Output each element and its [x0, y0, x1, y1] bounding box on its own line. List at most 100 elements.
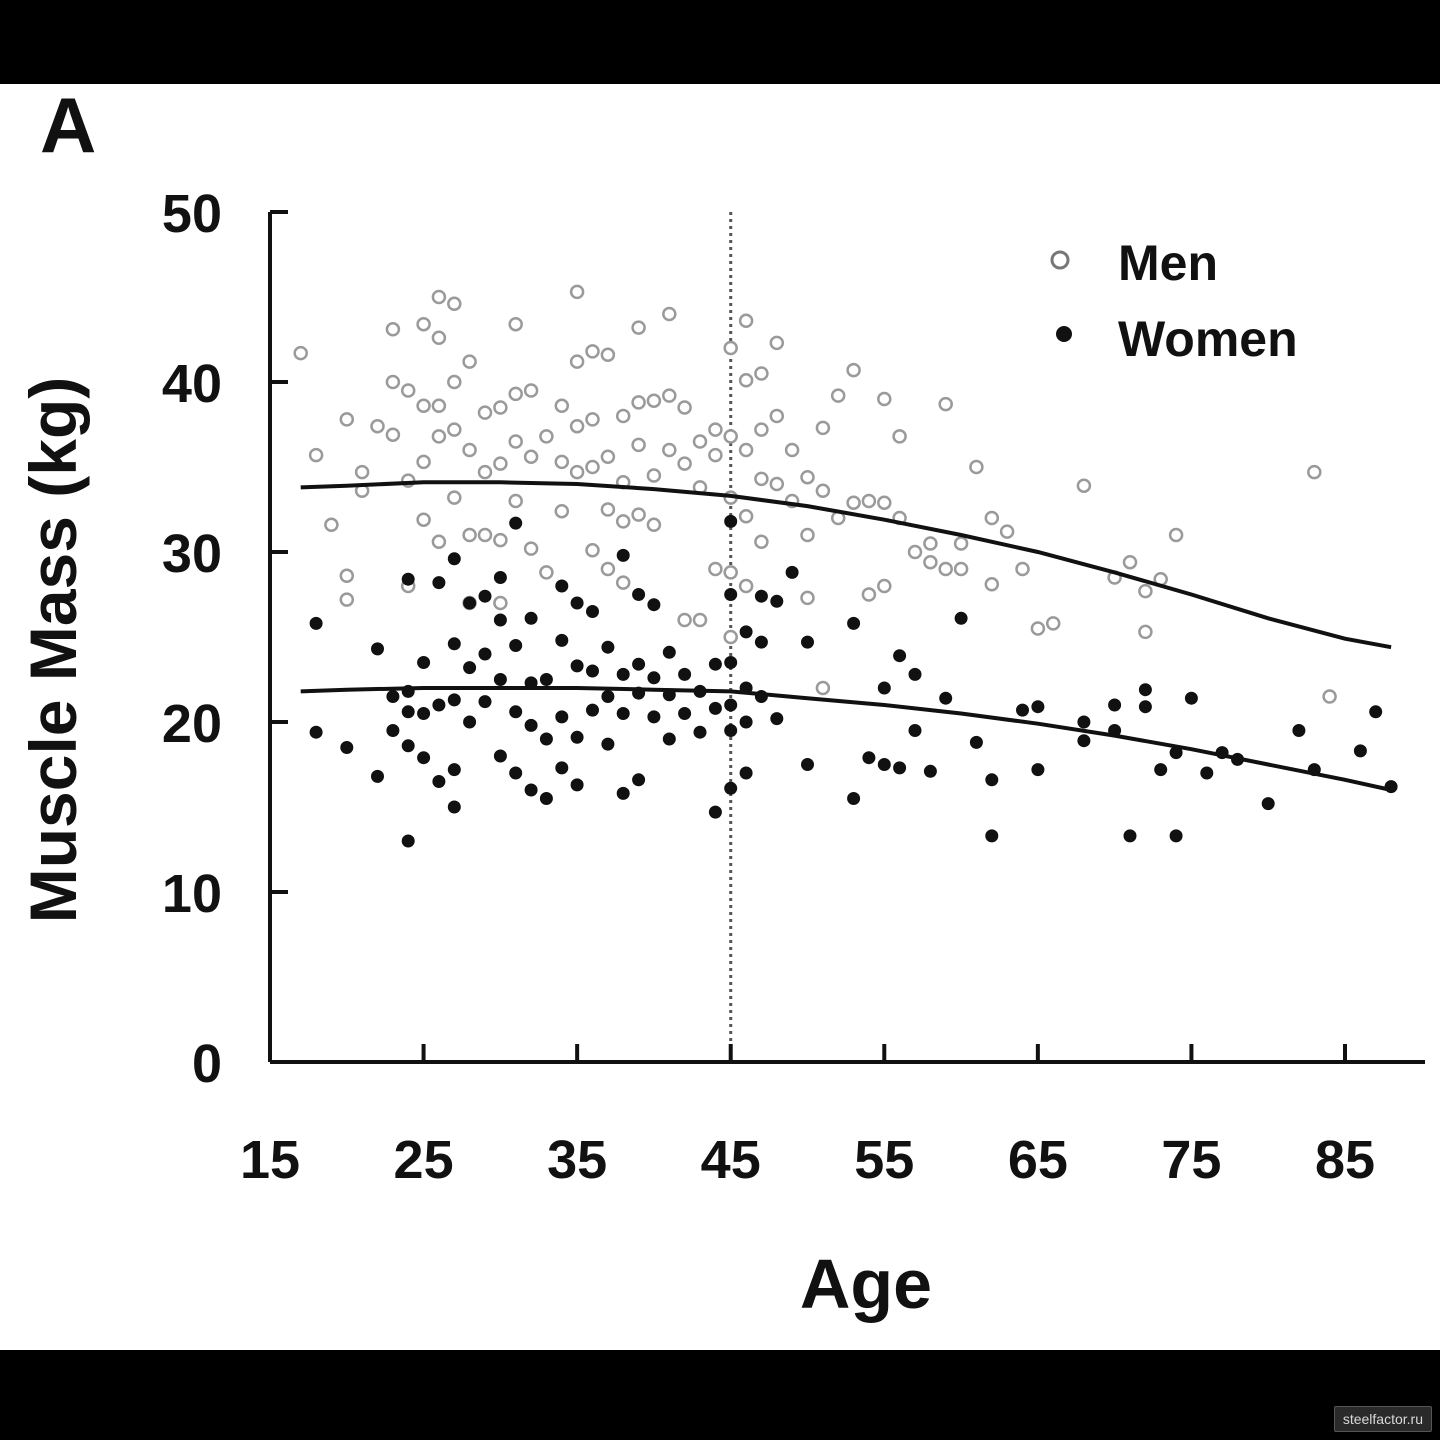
women-point	[463, 596, 477, 610]
y-axis-label: Muscle Mass (kg)	[16, 377, 90, 924]
women-point	[401, 834, 415, 848]
women-point	[985, 829, 999, 843]
men-point	[815, 420, 831, 436]
women-point	[1077, 715, 1091, 729]
women-point	[893, 761, 907, 775]
women-point	[386, 724, 400, 737]
women-point	[371, 642, 384, 656]
women-point	[785, 565, 799, 579]
men-point	[308, 447, 324, 463]
men-point	[800, 469, 815, 485]
women-point	[724, 588, 738, 601]
women-point	[493, 749, 507, 763]
men-point	[846, 495, 861, 510]
women-point	[463, 715, 477, 729]
women-point	[632, 773, 646, 787]
men-point	[493, 456, 508, 471]
men-point	[523, 541, 539, 556]
men-point	[646, 393, 662, 408]
men-point	[953, 536, 969, 551]
men-point	[569, 284, 585, 300]
men-point	[800, 590, 815, 606]
men-point	[1045, 616, 1061, 631]
men-point	[1307, 464, 1322, 480]
legend: Men Women	[1050, 235, 1298, 367]
men-point	[754, 422, 769, 437]
x-tick-label: 15	[240, 1130, 300, 1190]
men-point	[508, 316, 523, 332]
men-point	[462, 527, 477, 543]
women-point	[708, 805, 722, 819]
men-point	[1168, 527, 1184, 543]
men-point	[830, 388, 846, 403]
women-point	[708, 657, 722, 671]
men-point	[800, 527, 815, 543]
men-point	[1076, 478, 1092, 493]
men-point	[631, 320, 646, 335]
women-point	[555, 761, 569, 775]
men-point	[738, 509, 754, 524]
men-point	[938, 396, 953, 412]
men-point	[708, 422, 723, 437]
women-point	[509, 639, 523, 652]
x-tick-label: 35	[547, 1130, 607, 1190]
men-point	[416, 454, 431, 470]
women-point	[770, 712, 784, 726]
men-point	[723, 429, 738, 444]
men-point	[907, 544, 923, 560]
men-point	[1138, 583, 1153, 599]
women-point	[923, 764, 937, 778]
men-point	[615, 408, 631, 424]
men-point	[416, 316, 431, 332]
men-point	[293, 345, 308, 361]
men-point	[600, 449, 616, 465]
y-tick-label: 10	[162, 864, 222, 924]
men-point	[339, 568, 355, 584]
women-point	[893, 649, 907, 663]
men-point	[692, 612, 708, 628]
men-point	[554, 454, 570, 470]
men-point	[385, 427, 401, 442]
women-point	[340, 741, 354, 754]
women-point	[616, 548, 630, 562]
women-point	[969, 735, 983, 749]
women-point	[1261, 797, 1275, 811]
men-point	[662, 306, 677, 322]
women-point	[539, 732, 553, 746]
men-point	[615, 575, 631, 590]
women-point	[570, 730, 584, 744]
women-point	[954, 611, 968, 625]
women-point	[724, 656, 738, 669]
axes: 0 10 20 30 40 50 15 25 35 45 55 65 75 85	[162, 184, 1425, 1190]
men-point	[984, 510, 1000, 526]
women-point	[939, 691, 953, 705]
men-point	[723, 340, 738, 356]
women-point	[847, 792, 861, 805]
women-point	[632, 657, 646, 671]
women-point	[524, 783, 538, 797]
men-point	[677, 456, 692, 471]
women-point	[739, 715, 753, 729]
women-point	[770, 594, 784, 608]
women-trend-line	[300, 686, 1392, 792]
panel-label: A	[40, 81, 96, 169]
women-point	[493, 613, 507, 627]
men-point	[815, 483, 831, 499]
men-point	[431, 534, 447, 550]
men-point	[677, 612, 692, 628]
men-point	[754, 366, 769, 381]
women-point	[524, 718, 538, 732]
legend-marker-men	[1050, 250, 1070, 270]
men-point	[861, 493, 877, 509]
y-tick-label: 50	[162, 184, 222, 244]
men-point	[754, 534, 769, 550]
women-point	[432, 576, 446, 590]
men-point	[1015, 561, 1030, 577]
women-point	[555, 579, 569, 593]
men-point	[554, 398, 570, 414]
women-point	[417, 656, 431, 669]
men-point	[631, 395, 646, 410]
men-point	[708, 447, 723, 463]
women-point	[463, 661, 477, 675]
